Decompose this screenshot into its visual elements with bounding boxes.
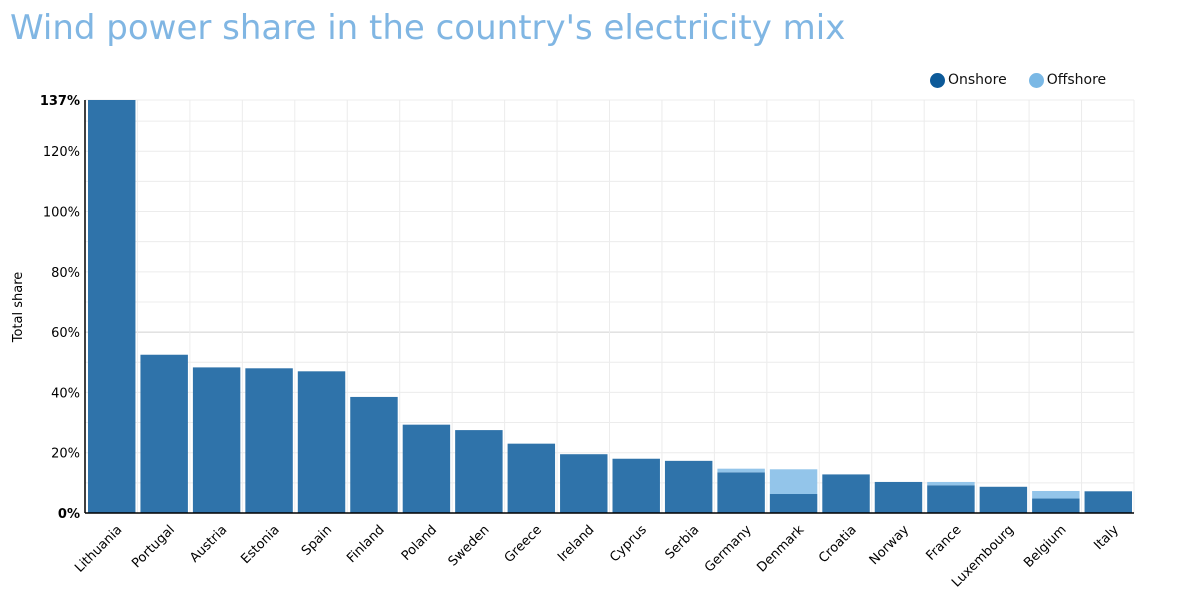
y-tick-label: 40% (51, 386, 80, 401)
x-tick-label: Croatia (816, 523, 860, 567)
bar-onshore[interactable] (560, 454, 608, 513)
y-tick-label: 0% (58, 507, 80, 522)
bar-onshore[interactable] (874, 481, 923, 513)
legend-label-offshore: Offshore (1046, 72, 1107, 88)
x-tick-label: France (923, 523, 964, 564)
bar-onshore[interactable] (455, 430, 503, 513)
x-tick-label: Cyprus (607, 522, 650, 565)
x-tick-label: Belgium (1021, 523, 1069, 571)
legend-label-onshore: Onshore (948, 72, 1007, 88)
x-tick-label: Portugal (129, 523, 178, 572)
x-tick-label: Sweden (446, 523, 493, 570)
y-tick-label: 80% (51, 266, 80, 281)
x-tick-label: Austria (187, 523, 230, 566)
legend-swatch-onshore (930, 72, 945, 88)
bar-onshore[interactable] (140, 354, 188, 513)
labels: 0% 20% 40% 60% 80% 100% 120% 137% Total share Lit… (11, 94, 1122, 590)
axes (84, 100, 1134, 514)
bar-onshore[interactable] (612, 458, 660, 513)
x-tick-label: Denmark (754, 522, 807, 575)
bar-onshore[interactable] (297, 371, 346, 513)
legend-item-onshore[interactable]: Onshore (930, 72, 1007, 88)
x-tick-label: Ireland (555, 523, 597, 565)
bar-onshore[interactable] (507, 443, 556, 513)
x-tick-label: Spain (299, 523, 335, 559)
y-tick-label: 100% (43, 206, 80, 221)
bar-onshore[interactable] (927, 485, 975, 513)
bar-onshore[interactable] (822, 474, 870, 513)
x-tick-label: Norway (867, 522, 913, 568)
bar-onshore[interactable] (1084, 491, 1132, 513)
bar-offshore[interactable] (1032, 490, 1080, 499)
bar-onshore[interactable] (769, 494, 818, 513)
bar-onshore[interactable] (1032, 498, 1080, 513)
x-tick-label: Germany (702, 522, 755, 575)
y-tick-label: 20% (51, 447, 80, 462)
bar-onshore[interactable] (245, 368, 293, 513)
legend-item-offshore[interactable]: Offshore (1028, 72, 1107, 88)
bar-onshore[interactable] (192, 367, 241, 513)
x-tick-label: Estonia (238, 523, 282, 567)
y-tick-label: 120% (43, 145, 80, 160)
x-tick-label: Greece (502, 523, 545, 566)
chart-title: Wind power share in the country's electr… (10, 8, 846, 48)
bar-onshore[interactable] (402, 424, 451, 513)
bar-onshore[interactable] (664, 460, 713, 513)
bars (88, 100, 1132, 513)
y-axis-label: Total share (11, 272, 26, 344)
bar-onshore[interactable] (350, 396, 398, 513)
legend-swatch-offshore (1028, 72, 1044, 88)
x-tick-label: Lithuania (72, 523, 125, 576)
bar-onshore[interactable] (979, 486, 1028, 513)
y-tick-label: 137% (40, 94, 80, 109)
bar-offshore[interactable] (769, 469, 818, 495)
x-tick-label: Italy (1091, 522, 1122, 553)
x-tick-label: Serbia (662, 523, 702, 563)
x-tick-label: Finland (344, 523, 387, 566)
legend: Onshore Offshore (930, 72, 1128, 88)
y-tick-label: 60% (51, 326, 80, 341)
bar-offshore[interactable] (717, 468, 765, 473)
bar-onshore[interactable] (717, 472, 765, 513)
x-tick-label: Poland (399, 523, 440, 564)
grid-lines (85, 99, 1135, 513)
bar-offshore[interactable] (927, 481, 975, 486)
bar-onshore[interactable] (88, 100, 136, 513)
